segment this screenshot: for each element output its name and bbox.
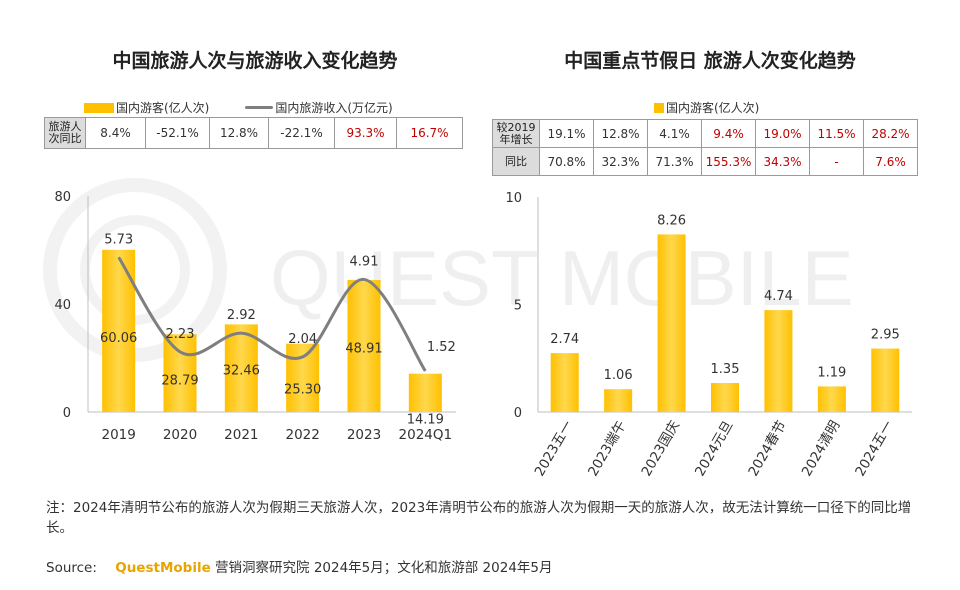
bar — [286, 343, 320, 412]
legend-bar-swatch — [654, 102, 664, 113]
bar-data-label: 4.74 — [764, 289, 793, 304]
table-cell: - — [809, 147, 864, 176]
line-data-label: 5.73 — [104, 232, 133, 247]
table-cell: 93.3% — [334, 117, 397, 149]
y-tick-label: 0 — [514, 406, 522, 421]
source-brand: QuestMobile — [115, 560, 211, 576]
x-tick-label: 2020 — [163, 427, 197, 443]
bar — [347, 279, 381, 412]
bar — [711, 382, 739, 412]
bar — [871, 348, 900, 412]
x-tick-label: 2023 — [347, 427, 381, 443]
bar — [163, 334, 197, 412]
table-cell: 28.2% — [863, 119, 918, 148]
x-tick-label: 2023五一 — [532, 418, 577, 479]
bar — [550, 353, 579, 412]
left-chart: 0 40 80 2019 2020 2021 2022 2023 2024Q1 60.06 28.7… — [54, 190, 456, 443]
left-chart-title: 中国旅游人次与旅游收入变化趋势 — [112, 50, 398, 72]
bar-data-label: 28.79 — [161, 373, 198, 388]
left-legend: 国内游客(亿人次) 国内旅游收入(万亿元) — [84, 99, 393, 116]
table-cell: 19.1% — [539, 119, 594, 148]
x-tick-label: 2024Q1 — [399, 427, 453, 443]
bar-data-label: 8.26 — [657, 213, 686, 228]
y-tick-label: 0 — [63, 406, 71, 421]
table-cell: 9.4% — [701, 119, 756, 148]
table-cell: -22.1% — [268, 117, 335, 149]
x-tick-label: 2019 — [101, 427, 135, 443]
table-cell: 8.4% — [85, 117, 146, 149]
x-tick-label: 2021 — [224, 427, 258, 443]
line-data-label: 1.52 — [427, 340, 456, 355]
y-tick-label: 10 — [505, 191, 522, 206]
bar-data-label: 1.06 — [604, 368, 633, 383]
bar-data-label: 2.74 — [550, 332, 579, 347]
bar — [657, 234, 686, 412]
bar-data-label: 32.46 — [223, 363, 260, 378]
table-cell: 19.0% — [755, 119, 810, 148]
source-label: Source: — [46, 560, 97, 576]
x-tick-label: 2024五一 — [852, 418, 897, 479]
table-cell: 70.8% — [539, 147, 594, 176]
left-growth-table: 旅游人次同比 8.4% -52.1% 12.8% -22.1% 93.3% 16… — [44, 117, 463, 149]
table-cell: 155.3% — [701, 147, 756, 176]
table-cell: 11.5% — [809, 119, 864, 148]
table-cell: 12.8% — [209, 117, 269, 149]
bar-data-label: 25.30 — [284, 383, 321, 398]
right-growth-table: 较2019年增长 19.1% 12.8% 4.1% 9.4% 19.0% 11.… — [492, 119, 918, 176]
table-cell: 16.7% — [396, 117, 463, 149]
table-cell: 71.3% — [647, 147, 702, 176]
legend-bar-label: 国内游客(亿人次) — [116, 101, 210, 115]
table-row-label: 旅游人次同比 — [44, 117, 86, 149]
bar-data-label: 14.19 — [407, 413, 444, 428]
bar-data-label: 2.95 — [871, 328, 900, 343]
table-cell: 34.3% — [755, 147, 810, 176]
footnote: 注：2024年清明节公布的旅游人次为假期三天旅游人次，2023年清明节公布的旅游… — [46, 500, 912, 536]
bar-data-label: 60.06 — [100, 331, 137, 346]
x-tick-label: 2023国庆 — [638, 418, 683, 479]
x-tick-label: 2024春节 — [745, 418, 790, 479]
x-tick-label: 2024元旦 — [692, 418, 737, 479]
x-tick-label: 2024清明 — [799, 418, 844, 479]
y-tick-label: 40 — [54, 298, 71, 313]
bar — [764, 310, 793, 412]
source-line: Source: QuestMobile 营销洞察研究院 2024年5月；文化和旅… — [46, 556, 553, 576]
legend-bar-label: 国内游客(亿人次) — [666, 101, 760, 115]
table-cell: -52.1% — [145, 117, 210, 149]
bar — [224, 324, 258, 412]
line-data-label: 2.04 — [288, 332, 317, 347]
table-cell: 7.6% — [863, 147, 918, 176]
bar-data-label: 48.91 — [345, 342, 382, 357]
table-cell: 32.3% — [593, 147, 648, 176]
right-chart-title: 中国重点节假日 旅游人次变化趋势 — [564, 50, 856, 72]
source-text: 营销洞察研究院 2024年5月；文化和旅游部 2024年5月 — [215, 560, 553, 576]
bar — [817, 386, 846, 412]
y-tick-label: 5 — [514, 299, 522, 314]
bar-data-label: 1.35 — [711, 362, 740, 377]
legend-line-swatch — [245, 106, 274, 109]
bar — [408, 373, 442, 412]
right-legend: 国内游客(亿人次) — [654, 99, 759, 116]
bar — [604, 389, 633, 412]
bar-data-label: 1.19 — [817, 365, 846, 380]
x-tick-label: 2022 — [285, 427, 319, 443]
x-tick-label: 2023端午 — [585, 418, 630, 479]
table-row-label: 较2019年增长 — [492, 119, 540, 148]
line-data-label: 4.91 — [350, 254, 379, 269]
line-data-label: 2.23 — [166, 327, 195, 342]
line-data-label: 2.92 — [227, 308, 256, 323]
table-row-label: 同比 — [492, 147, 540, 176]
income-line — [117, 256, 427, 372]
legend-bar-swatch — [84, 102, 114, 113]
table-cell: 4.1% — [647, 119, 702, 148]
legend-line-label: 国内旅游收入(万亿元) — [275, 101, 393, 115]
y-tick-label: 80 — [54, 190, 71, 205]
table-cell: 12.8% — [593, 119, 648, 148]
